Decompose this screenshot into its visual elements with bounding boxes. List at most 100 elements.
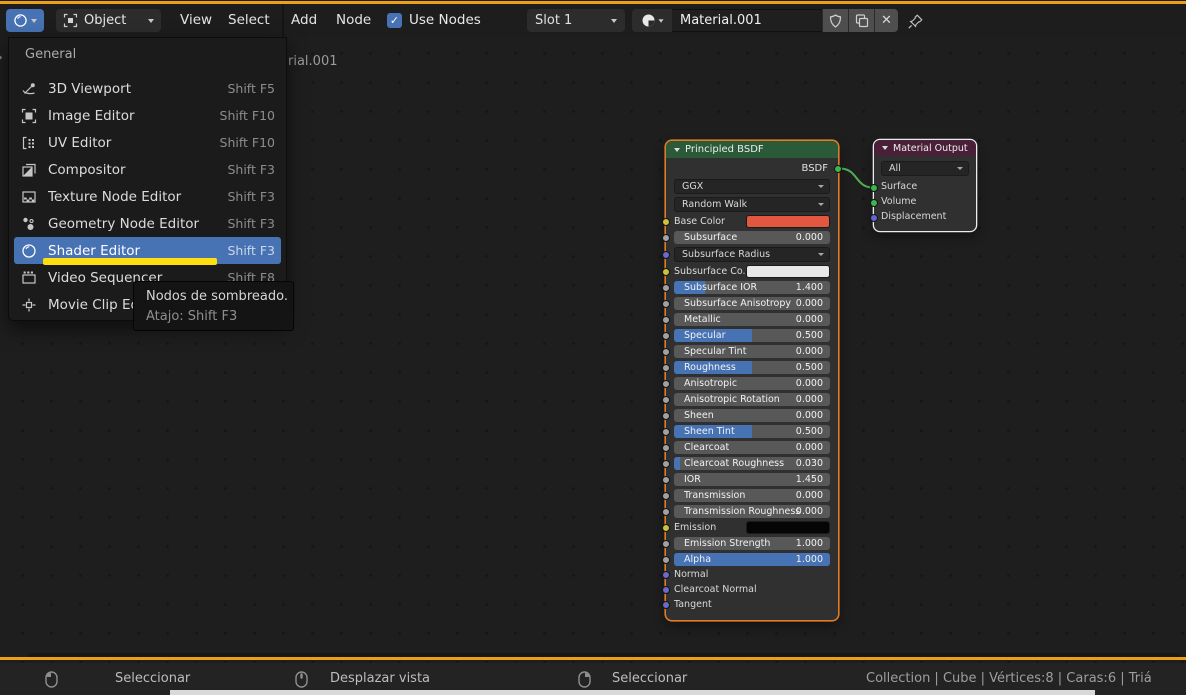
input-socket[interactable]: [662, 411, 670, 420]
slider-transmission[interactable]: Transmission 0.000: [674, 489, 830, 502]
base-color-swatch[interactable]: [746, 215, 830, 228]
slider-sheen-tint[interactable]: Sheen Tint 0.500: [674, 425, 830, 438]
viewport-icon: [21, 81, 38, 97]
object-mode-dropdown[interactable]: Object: [56, 9, 161, 32]
row-displacement: Displacement: [870, 210, 969, 225]
region-toggle-arrow[interactable]: ›: [0, 48, 3, 66]
slider-sheen[interactable]: Sheen 0.000: [674, 409, 830, 422]
input-socket[interactable]: [662, 523, 670, 532]
browse-material-button[interactable]: [632, 9, 672, 32]
emission-color-swatch[interactable]: [746, 521, 830, 534]
input-socket[interactable]: [662, 217, 670, 226]
menu-item-image-editor[interactable]: Image Editor Shift F10: [14, 102, 281, 129]
slider-specular[interactable]: Specular 0.500: [674, 329, 830, 342]
slot-dropdown[interactable]: Slot 1: [527, 9, 625, 32]
input-socket[interactable]: [662, 233, 670, 242]
collapse-chevron-icon[interactable]: [674, 147, 680, 152]
surface-input-socket[interactable]: [870, 183, 878, 192]
slider-roughness[interactable]: Roughness 0.500: [674, 361, 830, 374]
row-surface: Surface: [870, 180, 969, 195]
material-name-field[interactable]: Material.001: [672, 9, 822, 32]
menu-item-3d-viewport[interactable]: 3D Viewport Shift F5: [14, 75, 281, 102]
slider-transmission-roughness[interactable]: Transmission Roughness 0.000: [674, 505, 830, 518]
input-socket[interactable]: [662, 267, 670, 276]
input-socket[interactable]: [662, 507, 670, 516]
menu-view[interactable]: View: [180, 12, 213, 28]
slider-subsurface-ior[interactable]: Subsurface IOR 1.400: [674, 281, 830, 294]
menu-add[interactable]: Add: [291, 12, 318, 28]
editor-header: Object View Select Add Node ✓ Use Nodes …: [0, 4, 1186, 37]
bsdf-node-header[interactable]: Principled BSDF: [666, 141, 838, 158]
row-ior: IOR 1.450: [662, 473, 830, 486]
input-socket[interactable]: [662, 315, 670, 324]
slider-ior[interactable]: IOR 1.450: [674, 473, 830, 486]
input-socket[interactable]: [662, 331, 670, 340]
output-node-header[interactable]: Material Output: [874, 140, 976, 156]
input-socket[interactable]: [662, 250, 670, 259]
volume-input-socket[interactable]: [870, 198, 878, 207]
chevron-down-icon: [957, 167, 963, 170]
distribution-dropdown[interactable]: GGX: [674, 179, 830, 194]
target-dropdown[interactable]: All: [881, 161, 969, 176]
slider-emission-strength[interactable]: Emission Strength 1.000: [674, 537, 830, 550]
bsdf-output-socket[interactable]: [834, 164, 842, 173]
collapse-chevron-icon[interactable]: [882, 146, 888, 150]
slider-subsurface[interactable]: Subsurface 0.000: [674, 231, 830, 244]
input-socket[interactable]: [662, 586, 670, 594]
input-socket[interactable]: [662, 539, 670, 548]
horizontal-scrollbar[interactable]: [28, 653, 1180, 658]
pin-button[interactable]: [905, 11, 925, 31]
row-alpha: Alpha 1.000: [662, 553, 830, 566]
input-socket[interactable]: [662, 299, 670, 308]
row-emission-strength: Emission Strength 1.000: [662, 537, 830, 550]
subsurface-method-dropdown[interactable]: Random Walk: [674, 197, 830, 212]
menu-select[interactable]: Select: [228, 12, 270, 28]
duplicate-material-button[interactable]: [848, 9, 874, 32]
subsurface-radius-dropdown[interactable]: Subsurface Radius: [674, 247, 830, 262]
slider-clearcoat[interactable]: Clearcoat 0.000: [674, 441, 830, 454]
input-socket[interactable]: [662, 491, 670, 500]
displacement-input-socket[interactable]: [870, 213, 878, 222]
slider-anisotropic[interactable]: Anisotropic 0.000: [674, 377, 830, 390]
status-left-hint: Seleccionar: [115, 671, 191, 686]
slider-metallic[interactable]: Metallic 0.000: [674, 313, 830, 326]
copy-icon: [855, 13, 868, 27]
input-socket[interactable]: [662, 443, 670, 452]
menu-item-uv-editor[interactable]: UV Editor Shift F10: [14, 129, 281, 156]
middle-mouse-icon: [295, 671, 308, 688]
input-socket[interactable]: [662, 555, 670, 564]
bsdf-output-row: BSDF: [674, 162, 842, 175]
slider-anisotropic-rotation[interactable]: Anisotropic Rotation 0.000: [674, 393, 830, 406]
right-mouse-icon: [578, 671, 591, 688]
menu-item-geometry-node-editor[interactable]: Geometry Node Editor Shift F3: [14, 210, 281, 237]
unlink-material-button[interactable]: ✕: [874, 9, 898, 32]
header-divider: [282, 4, 284, 37]
subsurface-color-swatch[interactable]: [746, 265, 830, 278]
input-socket[interactable]: [662, 347, 670, 356]
input-socket[interactable]: [662, 427, 670, 436]
use-nodes-checkbox[interactable]: ✓: [387, 13, 402, 28]
row-anisotropic-rotation: Anisotropic Rotation 0.000: [662, 393, 830, 406]
input-socket[interactable]: [662, 571, 670, 579]
fake-user-shield-button[interactable]: [822, 9, 848, 32]
menu-node[interactable]: Node: [336, 12, 372, 28]
material-output-node[interactable]: Material Output All Surface Volume Displ…: [870, 140, 976, 231]
menu-item-texture-node-editor[interactable]: Texture Node Editor Shift F3: [14, 183, 281, 210]
menu-item-compositor[interactable]: Compositor Shift F3: [14, 156, 281, 183]
slider-alpha[interactable]: Alpha 1.000: [674, 553, 830, 566]
input-socket[interactable]: [662, 363, 670, 372]
input-socket[interactable]: [662, 283, 670, 292]
material-backdrop-label: rial.001: [288, 54, 338, 69]
input-socket[interactable]: [662, 601, 670, 609]
slider-subsurface-anisotropy[interactable]: Subsurface Anisotropy 0.000: [674, 297, 830, 310]
slider-specular-tint[interactable]: Specular Tint 0.000: [674, 345, 830, 358]
input-socket[interactable]: [662, 459, 670, 468]
input-socket[interactable]: [662, 395, 670, 404]
object-mode-label: Object: [84, 13, 127, 28]
input-socket[interactable]: [662, 475, 670, 484]
editor-type-button[interactable]: [6, 9, 44, 32]
slider-clearcoat-roughness[interactable]: Clearcoat Roughness 0.030: [674, 457, 830, 470]
input-socket[interactable]: [662, 379, 670, 388]
principled-bsdf-node[interactable]: Principled BSDF BSDF GGX Random Walk Bas…: [662, 141, 842, 620]
